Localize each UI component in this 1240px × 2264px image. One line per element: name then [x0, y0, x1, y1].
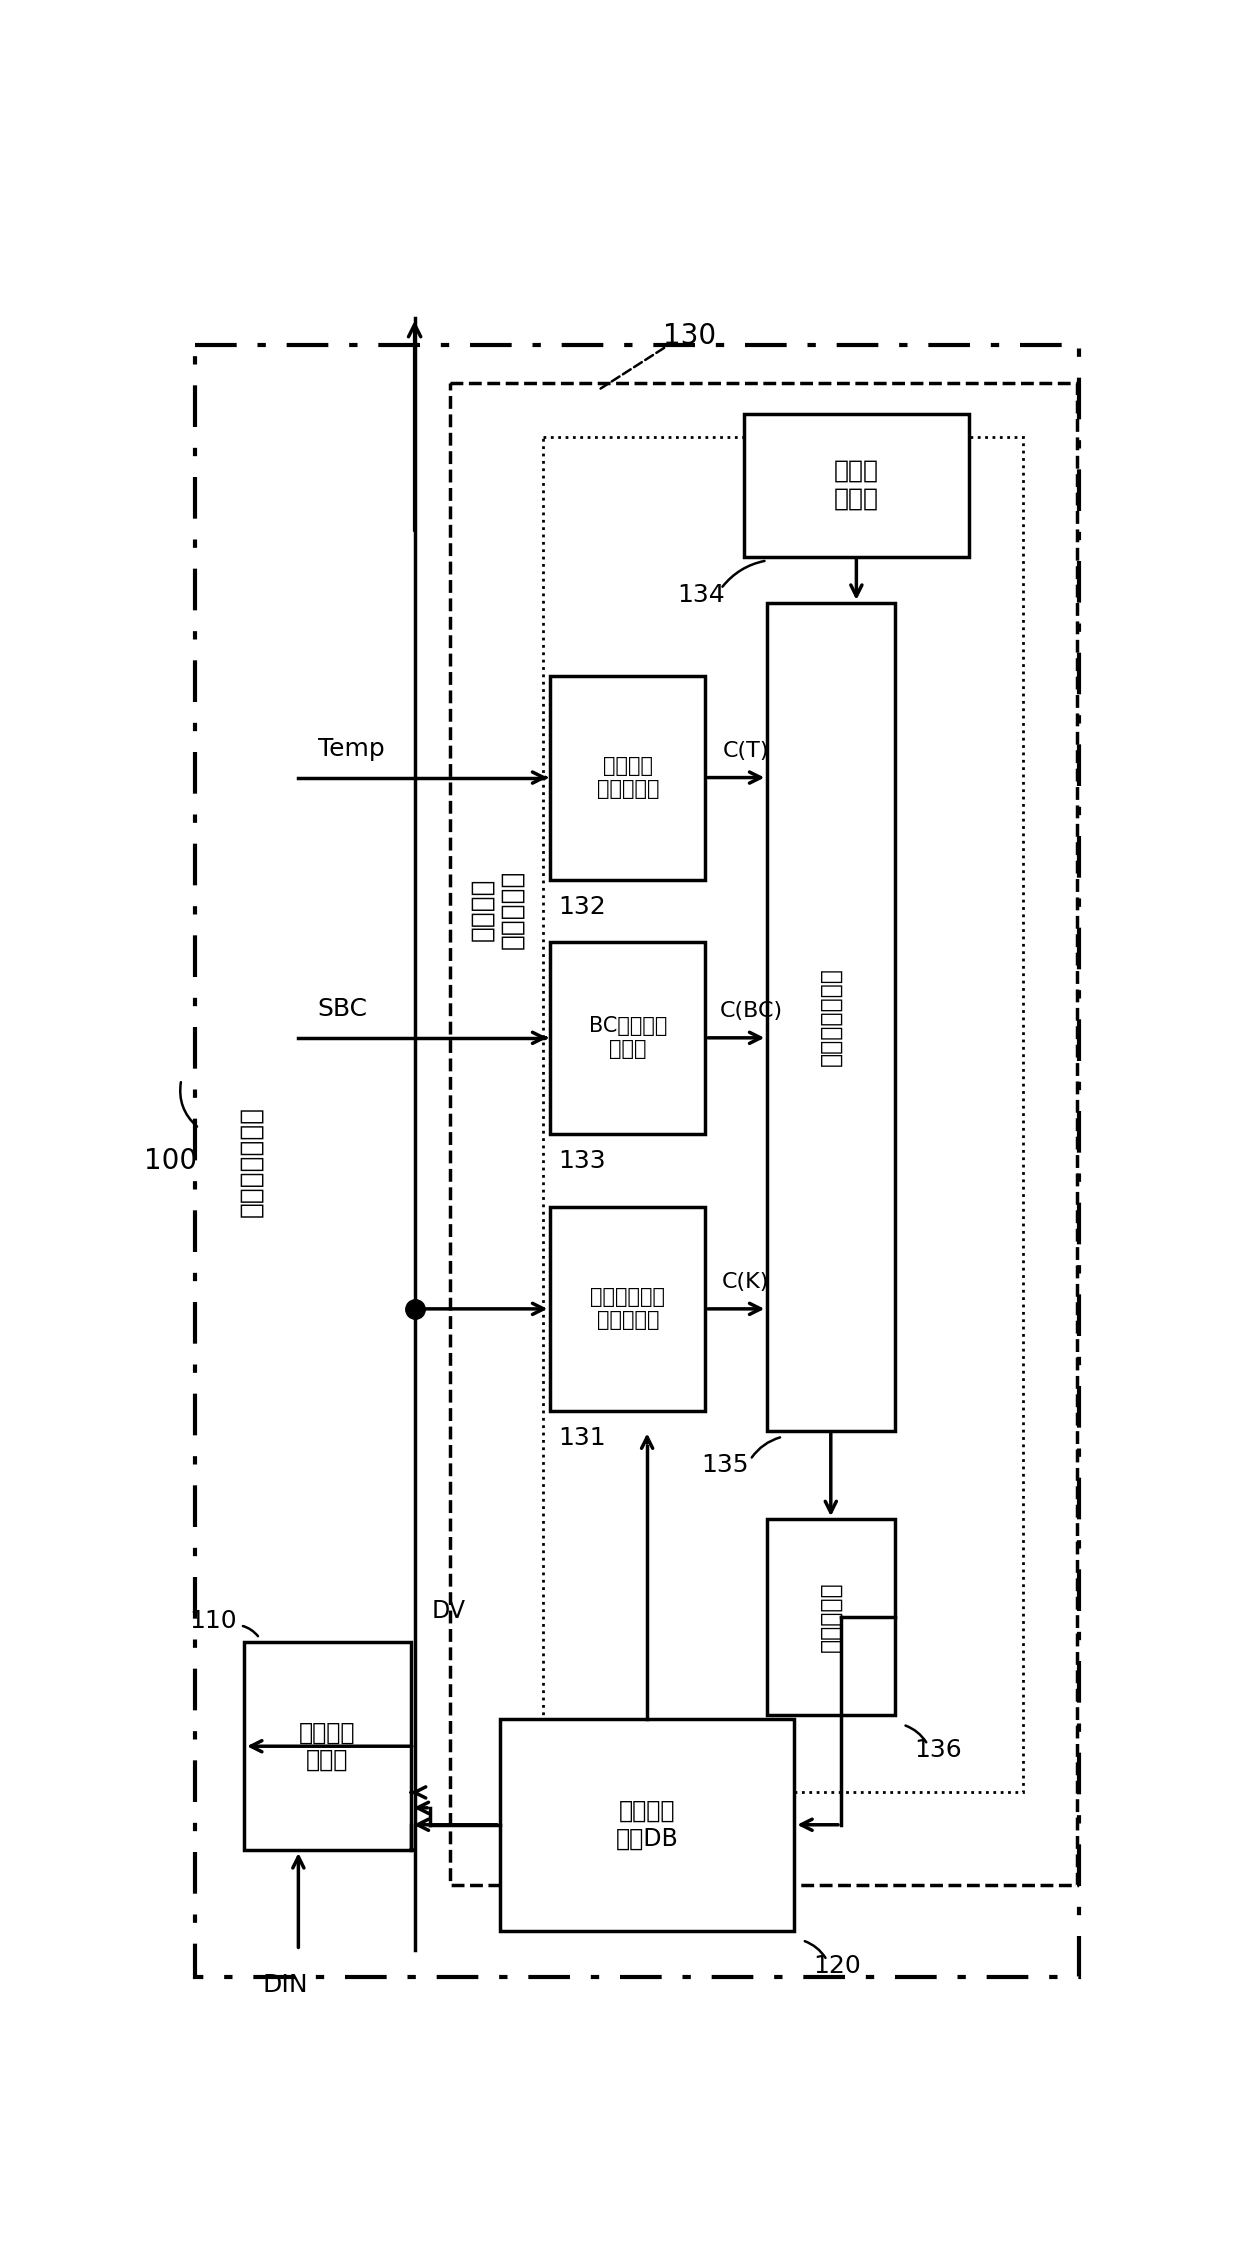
- Text: 图像劣化
修正部: 图像劣化 修正部: [299, 1721, 356, 1773]
- Text: DV: DV: [432, 1598, 466, 1623]
- Text: 132: 132: [558, 894, 606, 919]
- Text: 120: 120: [813, 1954, 861, 1979]
- Bar: [551, 677, 706, 881]
- Text: 劣化补償处理部: 劣化补償处理部: [238, 1105, 264, 1216]
- Text: 数据更新部: 数据更新部: [818, 1583, 843, 1653]
- Text: 136: 136: [914, 1739, 962, 1761]
- Text: 135: 135: [701, 1453, 749, 1476]
- Bar: [449, 383, 1078, 1886]
- Bar: [744, 414, 968, 557]
- Text: C(BC): C(BC): [720, 1001, 784, 1021]
- Text: 劣化量
增量表: 劣化量 增量表: [833, 460, 879, 512]
- Text: 100: 100: [144, 1148, 197, 1175]
- Text: 温度修正
系数计算部: 温度修正 系数计算部: [596, 756, 658, 799]
- Text: 经时劣化
总量更新部: 经时劣化 总量更新部: [470, 869, 526, 949]
- Text: 经时劣化
总量DB: 经时劣化 总量DB: [616, 1800, 678, 1850]
- Bar: [551, 942, 706, 1134]
- Text: C(T): C(T): [722, 740, 769, 761]
- Text: 133: 133: [558, 1150, 605, 1173]
- Text: C(K): C(K): [722, 1272, 769, 1293]
- Text: DIN: DIN: [263, 1974, 308, 1997]
- Text: SBC: SBC: [317, 996, 368, 1021]
- Text: BC修正系数
计算部: BC修正系数 计算部: [589, 1017, 667, 1060]
- Bar: [244, 1641, 410, 1850]
- Bar: [768, 1519, 895, 1716]
- Bar: [543, 437, 1023, 1793]
- Text: Temp: Temp: [317, 736, 384, 761]
- Text: 灰度等级修正
系数计算部: 灰度等级修正 系数计算部: [590, 1288, 665, 1331]
- Bar: [500, 1718, 795, 1931]
- Text: 130: 130: [663, 321, 717, 349]
- Text: 劣化增量计算部: 劣化增量计算部: [818, 967, 843, 1066]
- Text: 134: 134: [677, 584, 725, 607]
- Bar: [551, 1207, 706, 1410]
- Bar: [768, 602, 895, 1431]
- Text: 110: 110: [188, 1610, 237, 1632]
- Text: 131: 131: [558, 1426, 605, 1451]
